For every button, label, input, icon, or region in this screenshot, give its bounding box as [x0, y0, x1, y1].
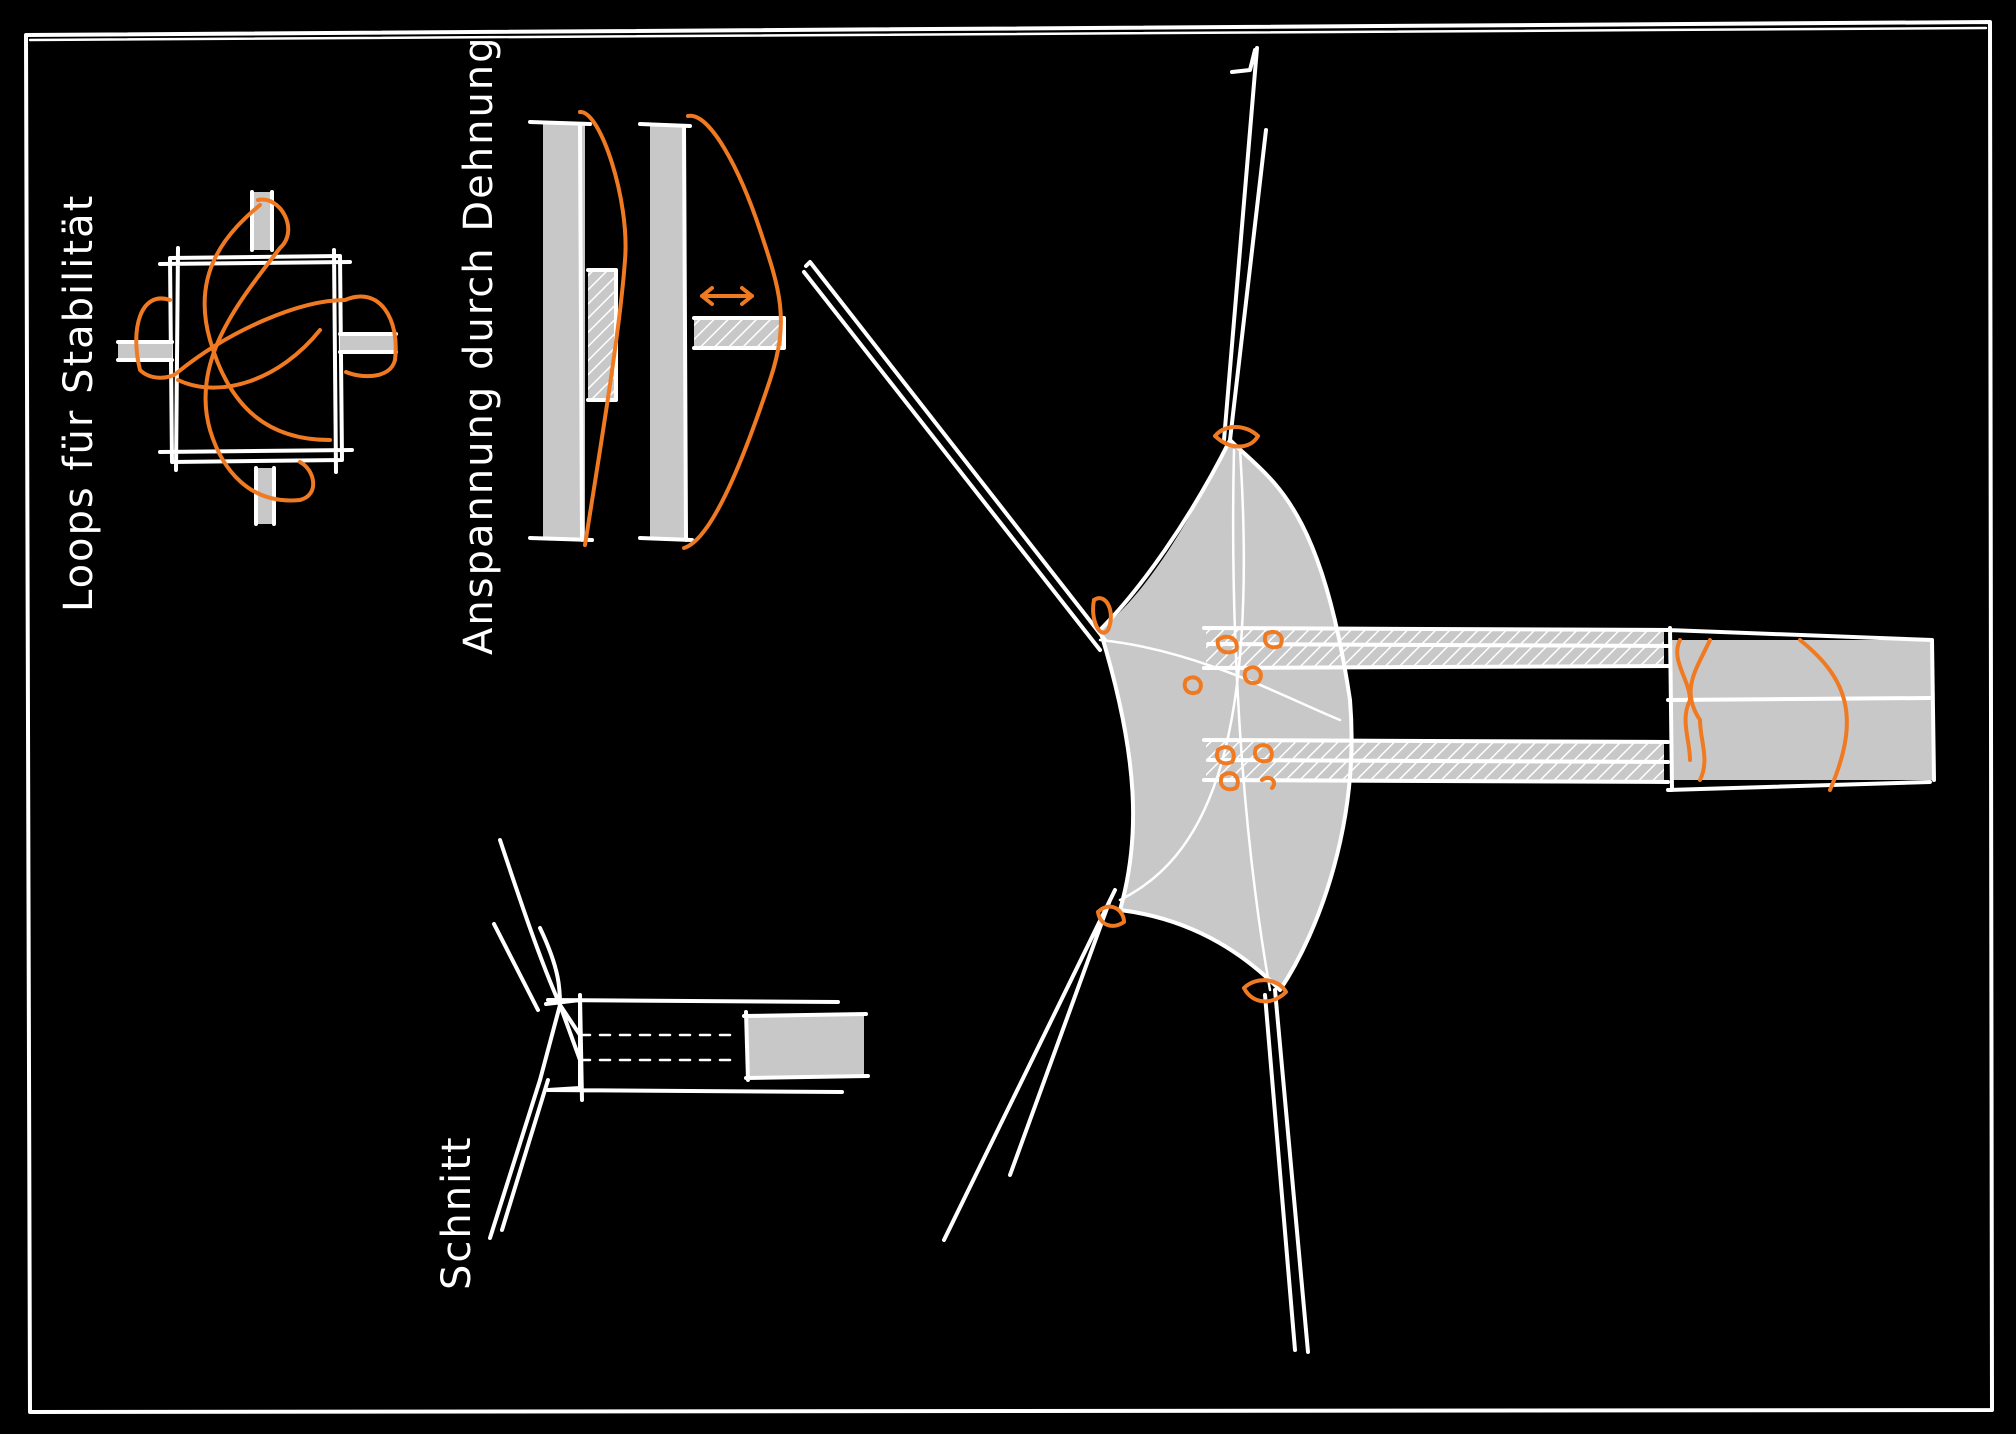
anspannung-annotation: Anspannung durch Dehnung — [456, 35, 502, 655]
main-structure — [802, 46, 1936, 1354]
schnitt-annotation: Schnitt — [434, 1135, 480, 1290]
anspannung-detail — [528, 110, 786, 550]
schnitt-detail — [488, 838, 870, 1240]
loops-annotation: Loops für Stabilität — [56, 194, 102, 612]
sheet-frame — [24, 20, 1994, 1414]
loops-detail — [116, 190, 398, 526]
